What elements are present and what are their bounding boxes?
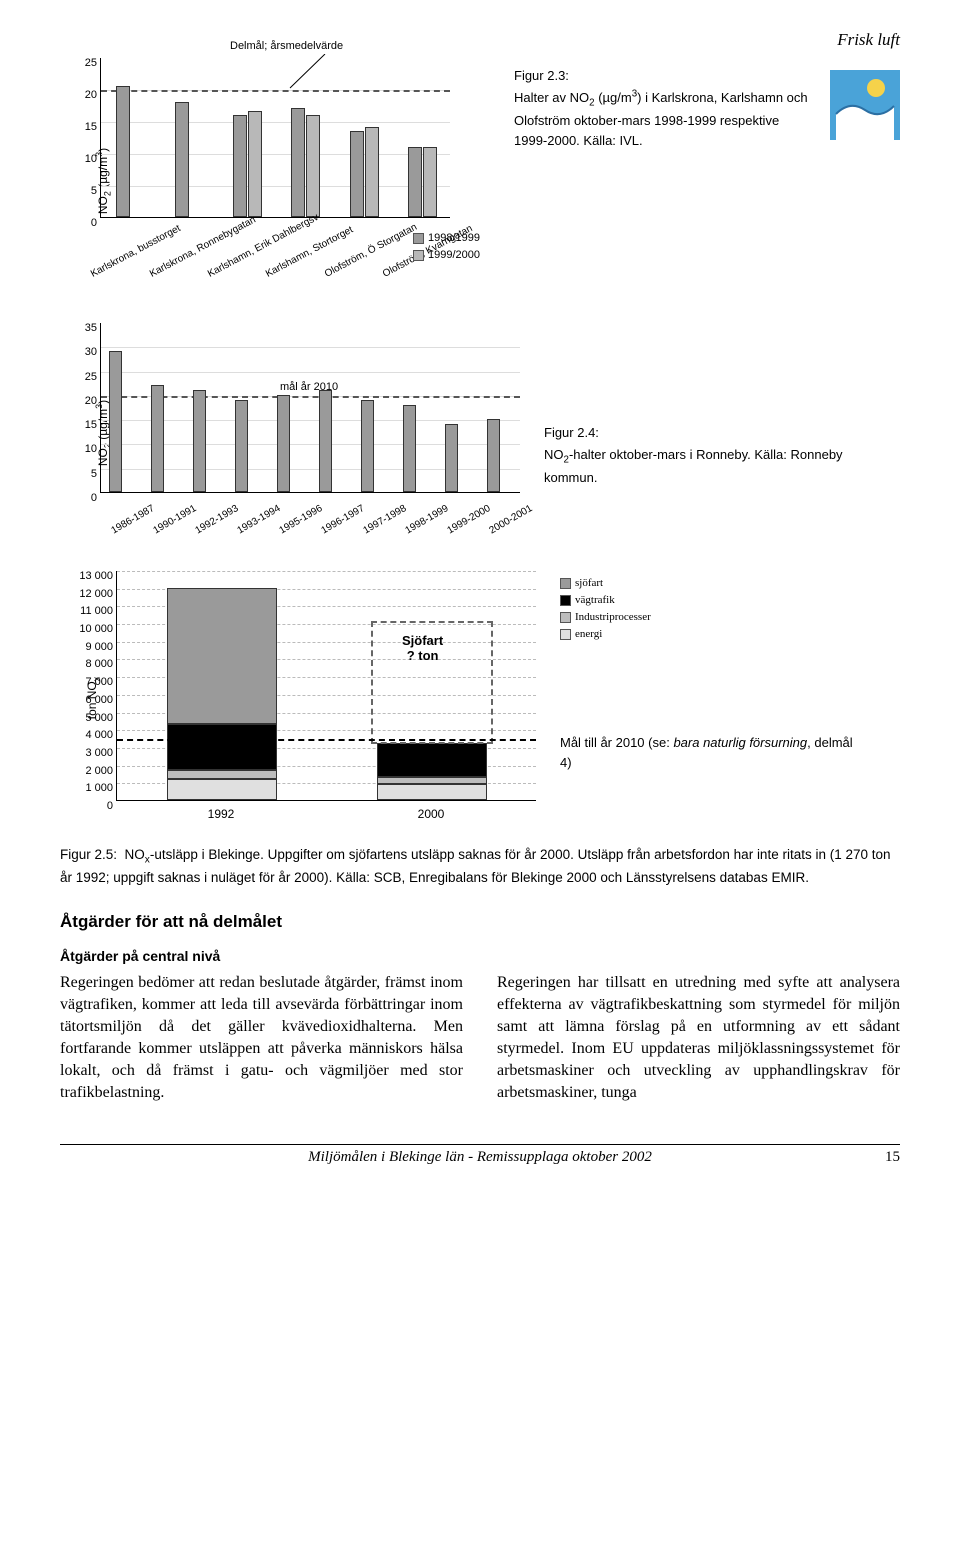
chart3-caption: Figur 2.5: NOx-utsläpp i Blekinge. Uppgi… [60,845,900,888]
chart3-caption-prefix: Figur 2.5: [60,847,117,862]
body-col-2: Regeringen har tillsatt en utredning med… [497,972,900,1104]
chart3-legend: sjöfartvägtrafikIndustriprocesserenergi [560,575,900,643]
chart2-caption-body: NO2-halter oktober-mars i Ronneby. Källa… [544,447,843,485]
body-col-1: Regeringen bedömer att redan beslutade å… [60,972,463,1104]
chart1-caption-title: Figur 2.3: [514,66,814,86]
footer-title: Miljömålen i Blekinge län - Remissupplag… [100,1149,860,1166]
chart1-legend: 1998/19991999/2000 [413,230,480,264]
page-heading: Frisk luft [60,30,900,50]
chart3-goal-caption: Mål till år 2010 (se: bara naturlig förs… [560,733,860,772]
chart-2-3: NO2 (µg/m3) 0510152025 Delmål; årsmedelv… [100,58,450,303]
chart1-caption: Figur 2.3: Halter av NO2 (µg/m3) i Karls… [514,66,814,150]
chart1-target-annot: Delmål; årsmedelvärde [230,40,343,52]
page-footer: Miljömålen i Blekinge län - Remissupplag… [60,1144,900,1166]
region-logo-icon [830,70,900,140]
section-heading: Åtgärder för att nå delmålet [60,912,900,932]
chart-2-5: ton NOx 01 0002 0003 0004 0005 0006 0007… [116,571,536,825]
page-number: 15 [860,1149,900,1166]
chart2-caption: Figur 2.4: NO2-halter oktober-mars i Ron… [544,423,844,487]
chart2-caption-title: Figur 2.4: [544,423,844,443]
chart2-target-annot: mål år 2010 [280,381,338,393]
subheading: Åtgärder på central nivå [60,948,900,964]
chart1-caption-body: Halter av NO2 (µg/m3) i Karlskrona, Karl… [514,90,808,148]
chart-2-4: NO2 (µg/m3) 05101520253035 mål år 2010 1… [100,323,520,543]
